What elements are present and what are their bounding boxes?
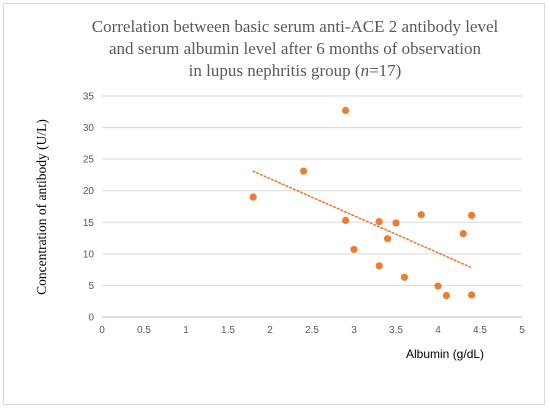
chart-frame	[3, 3, 545, 405]
y-tick-20: 20	[83, 186, 95, 197]
x-tick-4: 4	[435, 325, 441, 336]
trendline	[252, 170, 473, 269]
x-tick-1.5: 1.5	[221, 325, 235, 336]
data-point-8	[384, 235, 392, 243]
y-tick-25: 25	[83, 155, 95, 166]
data-point-6	[375, 218, 383, 226]
y-tick-5: 5	[88, 281, 94, 292]
chart-title: Correlation between basic serum anti-ACE…	[60, 16, 530, 82]
grid-lines	[102, 95, 522, 318]
x-tick-2.5: 2.5	[305, 325, 319, 336]
data-point-1	[249, 193, 257, 201]
data-point-12	[434, 282, 442, 290]
x-tick-0.5: 0.5	[137, 325, 151, 336]
x-tick-0: 0	[99, 325, 105, 336]
data-point-10	[400, 273, 408, 281]
x-tick-1: 1	[183, 325, 189, 336]
x-tick-3: 3	[351, 325, 357, 336]
y-tick-30: 30	[83, 123, 95, 134]
chart-title-line-1: Correlation between basic serum anti-ACE…	[91, 17, 499, 36]
y-tick-15: 15	[83, 218, 95, 229]
y-tick-35: 35	[83, 92, 95, 103]
data-point-16	[468, 291, 476, 299]
data-point-15	[468, 211, 476, 219]
data-point-14	[459, 230, 467, 238]
data-point-3	[342, 106, 350, 115]
x-tick-5: 5	[519, 325, 525, 336]
data-point-13	[442, 291, 450, 300]
x-tick-2: 2	[267, 325, 273, 336]
x-tick-3.5: 3.5	[389, 325, 403, 336]
chart-title-line-2: and serum albumin level after 6 months o…	[108, 39, 482, 58]
tick-labels: 0 5 10 15 20 25 30 35 0 0.5 1 1.5 2 2.5 3 3.5 4 4.5 5	[83, 92, 525, 337]
data-point-9	[392, 219, 400, 227]
data-point-4	[342, 216, 350, 224]
data-point-11	[417, 211, 425, 219]
data-points	[249, 106, 476, 300]
y-tick-0: 0	[88, 313, 94, 324]
y-tick-10: 10	[83, 249, 95, 260]
trendline-group	[252, 170, 473, 269]
x-tick-4.5: 4.5	[473, 325, 487, 336]
data-point-2	[300, 167, 308, 175]
x-axis-label: Albumin (g/dL)	[406, 347, 485, 361]
chart-title-line-3: in lupus nephritis group (n=17)	[188, 61, 402, 80]
data-point-7	[375, 262, 383, 270]
data-point-5	[350, 245, 358, 254]
